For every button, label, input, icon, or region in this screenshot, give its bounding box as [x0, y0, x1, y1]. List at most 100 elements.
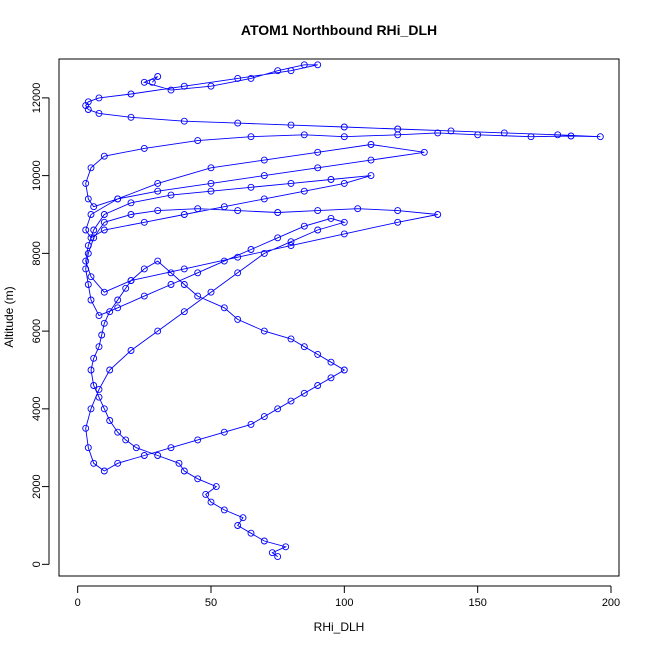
data-point: [95, 385, 103, 393]
data-point: [367, 156, 375, 164]
data-point: [554, 131, 562, 139]
data-point: [340, 366, 348, 374]
data-point: [220, 203, 228, 211]
data-point: [127, 277, 135, 285]
data-point: [127, 90, 135, 98]
data-point: [180, 265, 188, 273]
data-point: [114, 304, 122, 312]
data-point: [314, 164, 322, 172]
data-point: [167, 444, 175, 452]
data-point: [207, 179, 215, 187]
data-point: [447, 127, 455, 135]
data-point: [260, 172, 268, 180]
data-point: [340, 179, 348, 187]
data-point: [367, 172, 375, 180]
data-point: [82, 424, 90, 432]
data-point: [180, 211, 188, 218]
data-point: [234, 119, 242, 127]
data-point: [180, 82, 188, 90]
data-point: [300, 343, 308, 351]
data-point: [87, 164, 95, 172]
data-point: [106, 366, 114, 374]
data-point: [287, 238, 295, 246]
data-point: [314, 61, 322, 69]
y-tick-label: 6000: [31, 319, 43, 343]
data-point: [260, 413, 268, 421]
data-point: [90, 203, 98, 211]
data-point: [127, 113, 135, 121]
data-point: [327, 214, 335, 222]
data-point: [100, 152, 108, 160]
data-point: [234, 253, 242, 261]
chart-title: ATOM1 Northbound RHi_DLH: [241, 22, 437, 38]
data-point: [167, 281, 175, 288]
data-point: [122, 284, 130, 292]
data-point: [247, 420, 255, 428]
data-point: [394, 218, 402, 226]
data-point: [90, 382, 98, 389]
data-point: [106, 417, 114, 424]
data-point: [239, 514, 247, 522]
data-point: [180, 467, 188, 475]
data-point: [100, 211, 108, 218]
data-point: [100, 226, 108, 234]
data-point: [234, 315, 242, 323]
data-point: [84, 242, 92, 250]
data-point: [114, 459, 122, 467]
data-point: [527, 133, 535, 141]
y-tick-label: 2000: [31, 474, 43, 498]
data-point: [167, 191, 175, 199]
y-axis-label: Altitude (m): [2, 286, 16, 347]
data-point: [114, 296, 122, 304]
data-point: [180, 308, 188, 316]
data-point: [300, 222, 308, 230]
data-point: [567, 132, 575, 140]
data-point: [87, 366, 95, 374]
data-point: [394, 125, 402, 133]
data-point: [194, 205, 202, 213]
data-point: [100, 218, 108, 226]
x-axis: 0 50 100 150 200: [75, 585, 620, 609]
x-tick-label: 0: [75, 597, 81, 609]
y-tick-label: 10000: [31, 160, 43, 191]
data-point: [82, 257, 90, 265]
data-point: [260, 327, 268, 335]
data-point: [327, 176, 335, 183]
data-point: [95, 312, 103, 320]
data-point: [87, 296, 95, 304]
data-point: [260, 537, 268, 545]
data-point: [100, 288, 108, 296]
data-point: [90, 354, 98, 362]
x-tick-label: 50: [205, 597, 217, 609]
data-point: [234, 269, 242, 277]
data-point: [260, 156, 268, 164]
data-point: [314, 382, 322, 389]
data-point: [95, 393, 103, 401]
data-point: [148, 78, 156, 86]
data-point: [140, 265, 148, 273]
data-point: [127, 211, 135, 218]
data-point: [340, 230, 348, 238]
data-point: [82, 179, 90, 187]
data-point: [90, 226, 98, 234]
x-tick-label: 100: [335, 597, 353, 609]
data-point: [84, 249, 92, 257]
data-point: [287, 242, 295, 250]
data-point: [87, 273, 95, 281]
data-point: [314, 350, 322, 358]
data-point: [282, 543, 290, 551]
plot-frame: [58, 58, 620, 577]
data-point: [90, 459, 98, 467]
data-point: [340, 218, 348, 226]
data-point: [220, 257, 228, 265]
data-point: [140, 452, 148, 459]
data-point: [114, 195, 122, 203]
data-point: [154, 179, 162, 187]
data-point: [82, 265, 90, 273]
data-point: [300, 389, 308, 397]
data-point: [234, 74, 242, 82]
data-point: [394, 207, 402, 215]
data-point: [95, 343, 103, 351]
data-point: [106, 308, 114, 316]
data-point: [247, 133, 255, 141]
